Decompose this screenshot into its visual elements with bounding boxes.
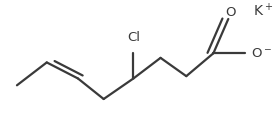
Text: O$^-$: O$^-$ [251, 47, 272, 60]
Text: O: O [225, 6, 236, 19]
Text: K$^+$: K$^+$ [253, 2, 274, 20]
Text: Cl: Cl [127, 31, 140, 44]
